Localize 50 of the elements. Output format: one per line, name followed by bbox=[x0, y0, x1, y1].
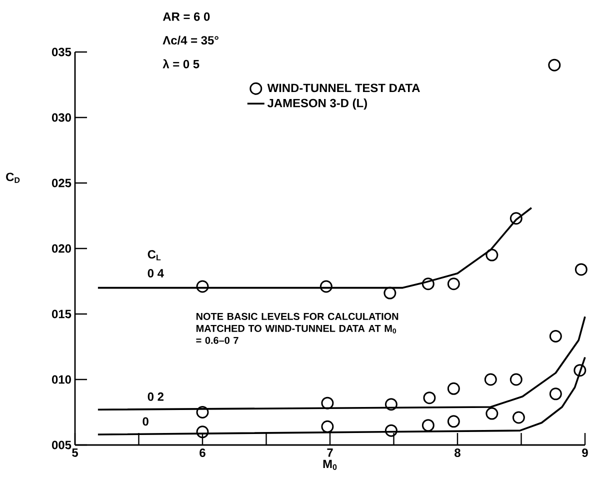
legend-label: WIND-TUNNEL TEST DATA bbox=[267, 84, 420, 92]
y-tick-label: 005 bbox=[52, 440, 72, 450]
point bbox=[486, 248, 498, 262]
point bbox=[196, 426, 209, 438]
y-axis-title: C$_{D}$ bbox=[6, 172, 20, 183]
annotation: 0 4 bbox=[148, 269, 164, 278]
point bbox=[510, 373, 522, 386]
annotation: 0 bbox=[142, 417, 148, 426]
point bbox=[447, 415, 460, 428]
point bbox=[549, 330, 562, 343]
point bbox=[447, 382, 460, 395]
text: Λc/4 = 35° bbox=[162, 36, 218, 45]
point bbox=[549, 388, 562, 400]
annotation: 0 2 bbox=[148, 392, 164, 401]
legend-label: JAMESON 3-D (L) bbox=[267, 98, 367, 110]
x-tick-label: 9 bbox=[582, 448, 588, 457]
y-tick-label: 030 bbox=[52, 113, 71, 122]
y-tick-label: 010 bbox=[52, 375, 71, 384]
y-tick-label: 020 bbox=[52, 244, 71, 253]
point bbox=[321, 396, 334, 410]
point bbox=[384, 398, 398, 411]
annotation: λ = 0 5 bbox=[162, 59, 200, 68]
point bbox=[384, 424, 398, 437]
point bbox=[574, 364, 586, 377]
x-tick-label: 7 bbox=[327, 448, 333, 457]
x-tick-label: 8 bbox=[454, 448, 460, 457]
point bbox=[196, 280, 209, 293]
point bbox=[422, 419, 434, 432]
point bbox=[196, 406, 209, 418]
point bbox=[486, 407, 498, 420]
y-tick-label: 035 bbox=[52, 48, 72, 56]
point bbox=[484, 373, 497, 386]
point bbox=[320, 280, 332, 293]
point bbox=[423, 392, 436, 404]
point bbox=[384, 286, 396, 300]
y-tick-label: 015 bbox=[52, 310, 72, 318]
text: AR = 6 0 bbox=[162, 12, 210, 21]
text: NOTE BASIC LEVELS FOR CALCULATION MATCHED TO WIND-TUNNEL DATA AT M$_{0}$ = 0.6–0 7 bbox=[196, 312, 398, 344]
x-tick-label: 6 bbox=[200, 448, 206, 457]
x-axis-title: M$_{0}$ bbox=[323, 460, 337, 470]
point bbox=[321, 420, 334, 433]
x-tick-label: 5 bbox=[72, 448, 78, 457]
point bbox=[447, 278, 460, 290]
point bbox=[512, 411, 525, 424]
point bbox=[422, 278, 434, 290]
annotation: C$_{L}$ bbox=[148, 250, 161, 260]
y-tick-label: 025 bbox=[52, 178, 72, 188]
point bbox=[548, 58, 561, 72]
point bbox=[574, 263, 588, 276]
point bbox=[510, 212, 522, 225]
